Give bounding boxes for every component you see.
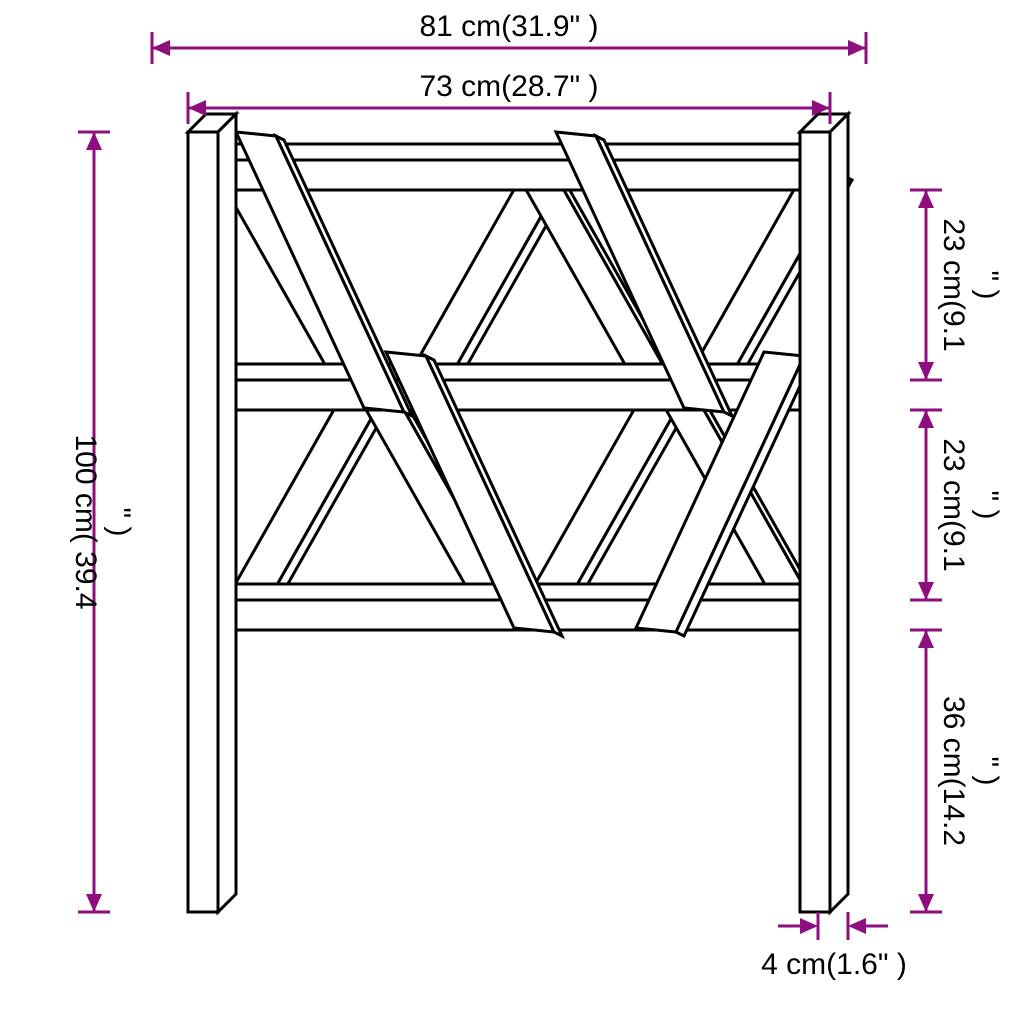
dim-depth-arrow-r [848,918,866,934]
post-left [188,132,218,912]
beam-top-top [218,144,816,160]
dim-width-inner-arrow-l [188,100,206,116]
dim-gap-upper-label-a: 23 cm(9.1 [937,218,970,351]
post-right-side [830,114,848,912]
dim-width-inner-label: 73 cm(28.7" ) [419,70,598,103]
dim-height-label-b: " ) [103,508,136,537]
dim-gap-lower-label-a: 23 cm(9.1 [937,438,970,571]
dim-leg-label-b: " ) [971,757,1004,786]
dim-depth-label: 4 cm(1.6" ) [761,948,907,981]
dim-width-outer-label: 81 cm(31.9" ) [419,10,598,43]
dim-gap-lower-arrow-b [918,582,934,600]
dim-gap-lower-label-b: " ) [971,491,1004,520]
dim-height-arrow-t [86,132,102,150]
dim-gap-upper-arrow-t [918,190,934,208]
dim-height-arrow-b [86,894,102,912]
post-right [800,132,830,912]
beam-mid-top [218,364,816,380]
dim-leg-arrow-b [918,894,934,912]
dim-gap-upper-label-b: " ) [971,271,1004,300]
dim-leg-label-a: 36 cm(14.2 [937,696,970,846]
dim-width-outer-arrow-l [152,40,170,56]
dim-gap-lower-arrow-t [918,410,934,428]
dim-gap-upper-arrow-b [918,362,934,380]
dim-height-label-a: 100 cm( 39.4 [69,434,102,609]
dim-depth-arrow-l [800,918,818,934]
dim-leg-arrow-t [918,630,934,648]
dim-width-outer-arrow-r [848,40,866,56]
post-left-side [218,114,236,912]
